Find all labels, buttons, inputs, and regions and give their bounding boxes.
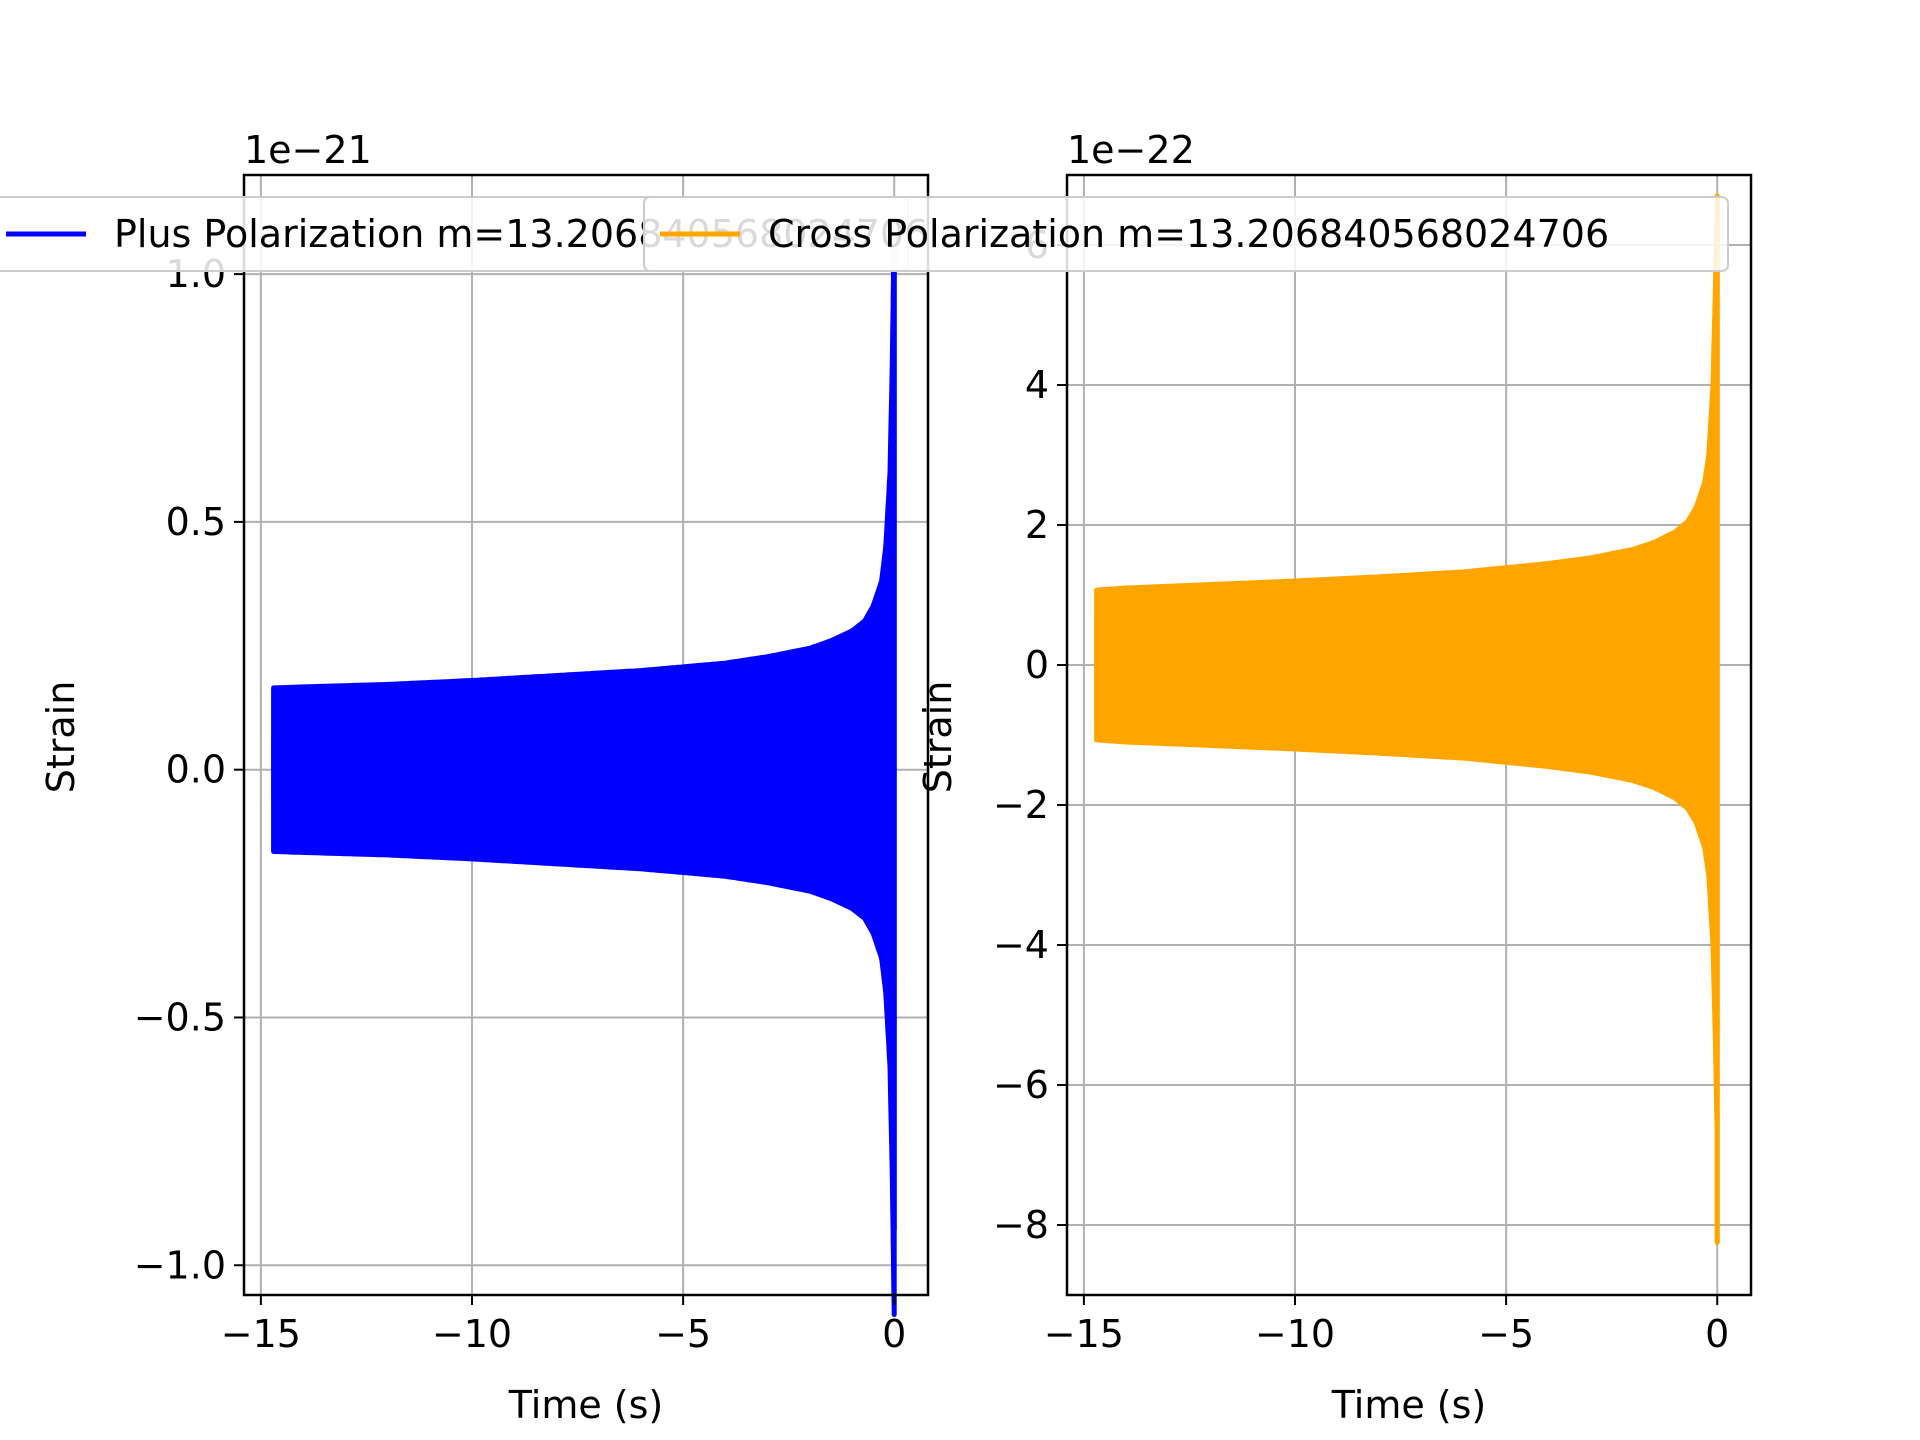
axis-offset-label: 1e−22 [1067,128,1195,172]
x-tick-label: −15 [1044,1312,1124,1356]
y-tick-label: 4 [1025,363,1049,407]
x-tick-label: −10 [1255,1312,1335,1356]
y-tick-label: 0.0 [166,748,226,792]
axes-frame [242,173,930,1297]
x-tick-label: −10 [432,1312,512,1356]
x-tick-label: 0 [1705,1312,1729,1356]
y-tick-label: −6 [993,1063,1049,1107]
x-tick-label: 0 [882,1312,906,1356]
legend: Cross Polarization m=13.206840568024706 [643,196,1729,272]
x-tick-label: −5 [655,1312,711,1356]
cross-polarization-panel: −15−10−50−8−6−4−20246Time (s)Strain1e−22… [643,128,1753,1427]
legend-box [643,196,1729,272]
y-tick-label: 2 [1025,503,1049,547]
y-tick-label: −4 [993,923,1049,967]
waveform-series [271,222,897,1318]
y-tick-label: 0 [1025,643,1049,687]
axis-offset-label: 1e−21 [244,128,372,172]
x-tick-label: −5 [1478,1312,1534,1356]
y-tick-label: −8 [993,1203,1049,1247]
y-axis-label: Strain [916,681,960,794]
x-tick-label: −15 [221,1312,301,1356]
y-tick-label: −2 [993,783,1049,827]
legend-entry: Cross Polarization m=13.206840568024706 [768,212,1609,256]
x-axis-label: Time (s) [1331,1383,1487,1427]
y-tick-label: −1.0 [134,1243,226,1287]
axes-frame [1065,173,1753,1297]
y-tick-label: 0.5 [166,500,226,544]
x-axis-label: Time (s) [508,1383,664,1427]
y-axis-label: Strain [39,681,83,794]
y-tick-label: −0.5 [134,995,226,1039]
